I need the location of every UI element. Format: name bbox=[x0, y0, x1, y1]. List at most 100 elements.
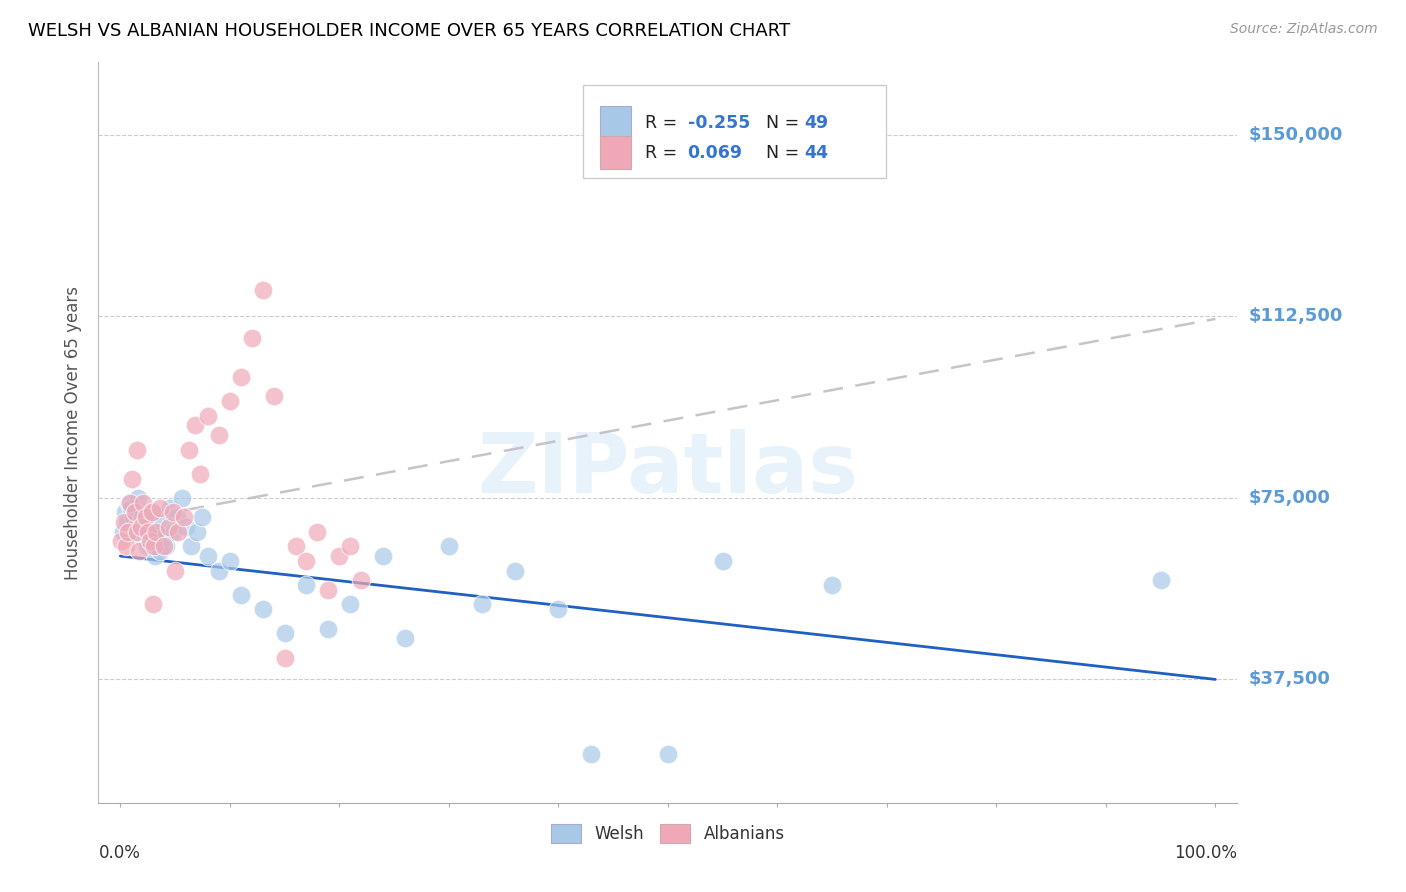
Text: $37,500: $37,500 bbox=[1249, 671, 1330, 689]
Point bbox=[295, 578, 318, 592]
Point bbox=[318, 622, 340, 636]
Point bbox=[208, 564, 231, 578]
Point bbox=[136, 524, 159, 539]
Point bbox=[120, 496, 142, 510]
Point bbox=[184, 418, 207, 433]
Point bbox=[328, 549, 350, 563]
Text: 44: 44 bbox=[804, 144, 828, 161]
Point bbox=[118, 496, 141, 510]
Point bbox=[218, 394, 240, 409]
Point bbox=[125, 442, 148, 457]
Point bbox=[166, 510, 188, 524]
Point bbox=[141, 506, 163, 520]
Point bbox=[188, 467, 211, 481]
Point bbox=[149, 544, 172, 558]
Point bbox=[110, 534, 132, 549]
Point bbox=[394, 632, 416, 646]
Point bbox=[121, 472, 143, 486]
Point bbox=[295, 554, 318, 568]
Point bbox=[170, 491, 193, 505]
Point bbox=[173, 510, 195, 524]
Y-axis label: Householder Income Over 65 years: Householder Income Over 65 years bbox=[65, 285, 83, 580]
Point bbox=[162, 524, 184, 539]
Point bbox=[153, 539, 176, 553]
Text: $150,000: $150,000 bbox=[1249, 126, 1343, 144]
Point bbox=[125, 524, 148, 539]
Point bbox=[252, 602, 274, 616]
Text: Source: ZipAtlas.com: Source: ZipAtlas.com bbox=[1230, 22, 1378, 37]
Point bbox=[471, 598, 494, 612]
Point bbox=[711, 554, 734, 568]
Point bbox=[821, 578, 844, 592]
Point bbox=[186, 524, 208, 539]
Point bbox=[145, 549, 167, 563]
Point bbox=[162, 506, 184, 520]
Text: 0.0%: 0.0% bbox=[98, 844, 141, 862]
Point bbox=[138, 520, 160, 534]
Point bbox=[229, 370, 252, 384]
Point bbox=[112, 515, 135, 529]
Point bbox=[129, 530, 152, 544]
Point bbox=[229, 588, 252, 602]
Point bbox=[208, 428, 231, 442]
Point bbox=[371, 549, 394, 563]
Point bbox=[155, 539, 177, 553]
Point bbox=[318, 582, 340, 597]
Point bbox=[134, 510, 156, 524]
Point bbox=[142, 506, 165, 520]
Point bbox=[122, 510, 145, 524]
Point bbox=[350, 573, 373, 587]
Point bbox=[128, 544, 150, 558]
Point bbox=[131, 510, 153, 524]
Point bbox=[115, 515, 138, 529]
Point bbox=[124, 506, 146, 520]
Point bbox=[129, 520, 152, 534]
Point bbox=[263, 389, 285, 403]
Point bbox=[252, 283, 274, 297]
Point bbox=[307, 524, 329, 539]
Text: R =: R = bbox=[645, 144, 689, 161]
Point bbox=[159, 500, 181, 515]
Point bbox=[124, 520, 146, 534]
Text: $75,000: $75,000 bbox=[1249, 489, 1330, 507]
Point bbox=[114, 506, 136, 520]
Point bbox=[146, 524, 169, 539]
Point bbox=[143, 539, 166, 553]
Point bbox=[547, 602, 569, 616]
Text: R =: R = bbox=[645, 114, 683, 132]
Point bbox=[132, 496, 155, 510]
Text: WELSH VS ALBANIAN HOUSEHOLDER INCOME OVER 65 YEARS CORRELATION CHART: WELSH VS ALBANIAN HOUSEHOLDER INCOME OVE… bbox=[28, 22, 790, 40]
Point bbox=[579, 747, 602, 762]
Text: 49: 49 bbox=[804, 114, 828, 132]
Point bbox=[139, 534, 162, 549]
Legend: Welsh, Albanians: Welsh, Albanians bbox=[544, 817, 792, 850]
Point bbox=[150, 515, 173, 529]
Point bbox=[174, 520, 197, 534]
Point bbox=[149, 500, 172, 515]
Point bbox=[191, 510, 214, 524]
Point bbox=[180, 539, 202, 553]
Text: 0.069: 0.069 bbox=[688, 144, 742, 161]
Text: N =: N = bbox=[755, 114, 804, 132]
Point bbox=[1149, 573, 1171, 587]
Point bbox=[218, 554, 240, 568]
Point bbox=[142, 598, 165, 612]
Point bbox=[120, 500, 142, 515]
Point bbox=[657, 747, 679, 762]
Point bbox=[127, 491, 149, 505]
Point bbox=[145, 524, 167, 539]
Point bbox=[157, 520, 180, 534]
Text: ZIPatlas: ZIPatlas bbox=[478, 429, 858, 510]
Text: $112,500: $112,500 bbox=[1249, 308, 1343, 326]
Point bbox=[165, 564, 187, 578]
Point bbox=[197, 549, 219, 563]
Point bbox=[179, 442, 201, 457]
Point bbox=[153, 530, 176, 544]
Text: 100.0%: 100.0% bbox=[1174, 844, 1237, 862]
Point bbox=[273, 626, 295, 640]
Point bbox=[111, 524, 134, 539]
Point bbox=[339, 539, 361, 553]
Point bbox=[134, 524, 156, 539]
Point bbox=[240, 331, 263, 345]
Point bbox=[339, 598, 361, 612]
